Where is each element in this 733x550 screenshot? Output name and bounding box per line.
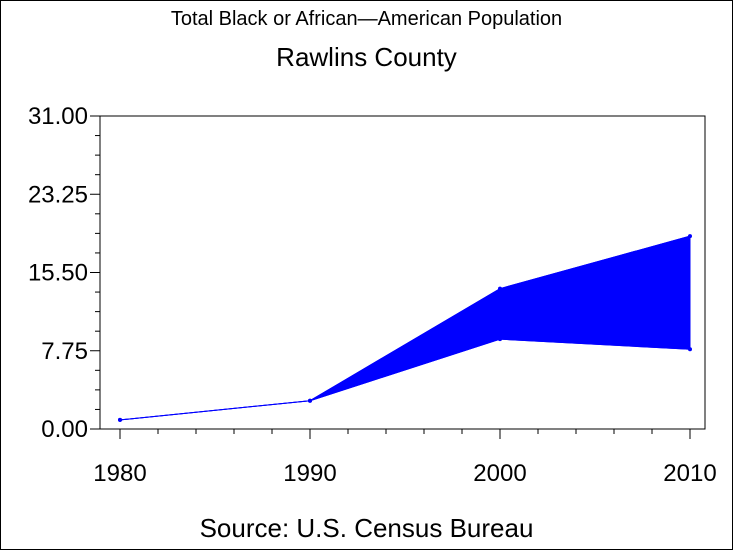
chart-title: Total Black or African—American Populati…	[170, 8, 563, 30]
source-note: Source: U.S. Census Bureau	[199, 513, 534, 543]
y-tick-label: 7.75	[41, 338, 88, 365]
x-tick-label: 2000	[473, 460, 526, 487]
x-axis: 1980 1990 2000 2010	[93, 429, 717, 487]
data-point	[498, 337, 502, 342]
x-tick-label: 2010	[663, 460, 716, 487]
series-line	[119, 338, 691, 421]
chart-subtitle: Rawlins County	[276, 42, 457, 72]
y-tick-label: 31.00	[28, 103, 88, 130]
y-axis: 0.00 7.75 15.50 23.25 31.00	[28, 103, 100, 443]
x-tick-label: 1990	[283, 460, 336, 487]
data-point	[118, 417, 122, 422]
data-point	[308, 398, 312, 403]
chart-marks	[118, 234, 692, 422]
range-band	[119, 235, 691, 421]
data-point	[688, 347, 692, 352]
x-tick-label: 1980	[93, 460, 146, 487]
data-point	[498, 286, 502, 291]
data-point	[688, 234, 692, 239]
y-tick-label: 23.25	[28, 181, 88, 208]
y-tick-label: 15.50	[28, 260, 88, 287]
y-tick-label: 0.00	[41, 416, 88, 443]
